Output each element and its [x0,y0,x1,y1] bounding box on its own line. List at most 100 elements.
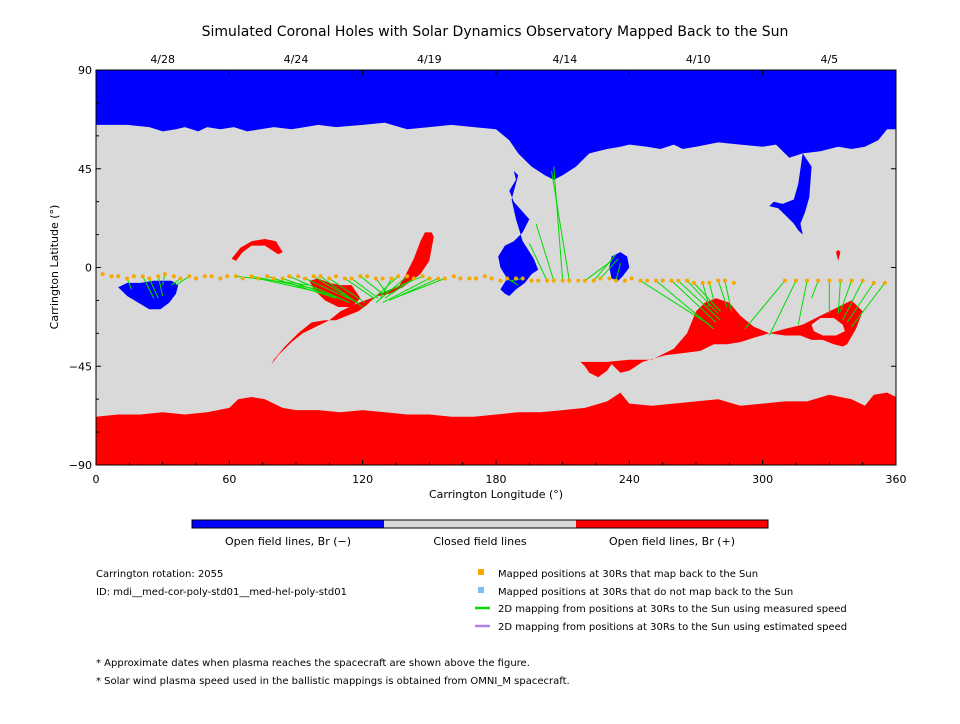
mapped-point [827,278,832,283]
region-positive-7 [309,278,361,307]
legend-label-measured: 2D mapping from positions at 30Rs to the… [498,604,847,615]
mapped-point [202,274,207,279]
mapping-line [360,275,383,295]
mapped-point [280,276,285,281]
mapping-line [371,275,399,301]
mapped-point [271,276,276,281]
colorbar: Open field lines, Br (−) Closed field li… [191,519,769,548]
mapping-line [148,278,159,299]
legend-label-unmapped: Mapped positions at 30Rs that do not map… [498,587,793,598]
mapped-point [560,278,565,283]
model-id: ID: mdi__med-cor-poly-std01__med-hel-pol… [96,587,347,598]
mapped-point [645,278,650,283]
date-tick-label: 4/24 [284,53,309,66]
mapping-line [846,282,875,323]
mapping-line [506,278,519,286]
mapped-point [514,276,518,281]
footnote-dates: * Approximate dates when plasma reaches … [96,658,530,669]
mapping-line [851,282,886,328]
mapping-line [313,275,355,301]
region-positive-10 [836,249,841,261]
y-tick-label: 0 [85,262,92,275]
mapped-point [178,276,183,281]
mapped-point [396,274,401,279]
mapping-line [811,280,819,299]
mapped-point [622,278,627,283]
mapped-point [591,278,596,283]
legend: Mapped positions at 30Rs that map back t… [475,569,847,633]
region-negative-4 [118,280,179,310]
y-tick-label: −45 [69,360,92,373]
mapped-point [380,276,385,281]
chart-title: Simulated Coronal Holes with Solar Dynam… [202,24,789,40]
mapped-point [125,276,130,281]
mapping-line [837,280,841,314]
mapping-line [717,280,728,308]
mapped-point [638,278,643,283]
mapped-point [536,278,541,283]
mapped-point [614,278,618,283]
mapping-line [655,280,715,330]
mapping-line [266,275,337,299]
mapped-point [654,278,658,283]
carrington-rotation: Carrington rotation: 2055 [96,569,223,580]
mapping-line [671,280,717,323]
date-tick-label: 4/14 [553,53,578,66]
x-tick-label: 0 [93,473,100,486]
plot-area [95,69,897,466]
mapped-point [551,278,556,283]
mapped-point [576,278,581,283]
mapped-point [629,276,634,281]
y-tick-label: 45 [78,163,92,176]
region-negative-2 [769,153,812,235]
mapping-line [175,275,190,286]
mapped-point [882,280,887,285]
mapped-point [598,276,603,281]
field-regions [96,70,896,465]
mapped-point [109,274,114,279]
region-negative-1 [498,170,539,296]
mapping-line [553,166,564,281]
mapped-point [467,276,472,281]
mapped-point [489,276,494,281]
mapped-point [405,274,410,279]
mapping-line [593,254,617,281]
mapped-point [436,276,441,281]
mapping-line [375,278,388,295]
mapped-point [716,278,721,283]
colorbar-label-negative: Open field lines, Br (−) [225,535,351,548]
mapped-point [265,274,270,279]
mapped-point [240,276,245,281]
mapped-point [722,278,727,283]
mapped-point [805,278,810,283]
mapping-line [528,243,548,281]
date-tick-label: 4/28 [150,53,175,66]
mapped-point [296,274,301,279]
mapped-points [100,272,887,285]
mapped-point [116,274,121,279]
mapped-point [365,274,370,279]
mapped-point [860,278,865,283]
colorbar-closed [384,520,576,528]
mapping-line [686,280,719,314]
legend-marker-mapped [478,569,484,575]
y-tick-label: −90 [69,459,92,472]
region-positive-5 [96,392,896,465]
colorbar-label-closed: Closed field lines [433,535,527,548]
mapping-line [282,278,346,301]
mapped-point [302,276,307,281]
mapped-point [782,278,787,283]
mapped-point [194,276,198,281]
region-positive-8 [231,239,283,261]
mapped-point [691,280,696,285]
mapped-point [442,276,447,281]
mapped-point [458,276,463,281]
mapping-line [320,275,363,308]
mapping-line [142,276,155,299]
mapped-point [156,274,161,279]
mapped-point [427,276,432,281]
colorbar-positive [576,520,768,528]
mapped-point [505,276,510,281]
mapping-line [600,258,619,279]
